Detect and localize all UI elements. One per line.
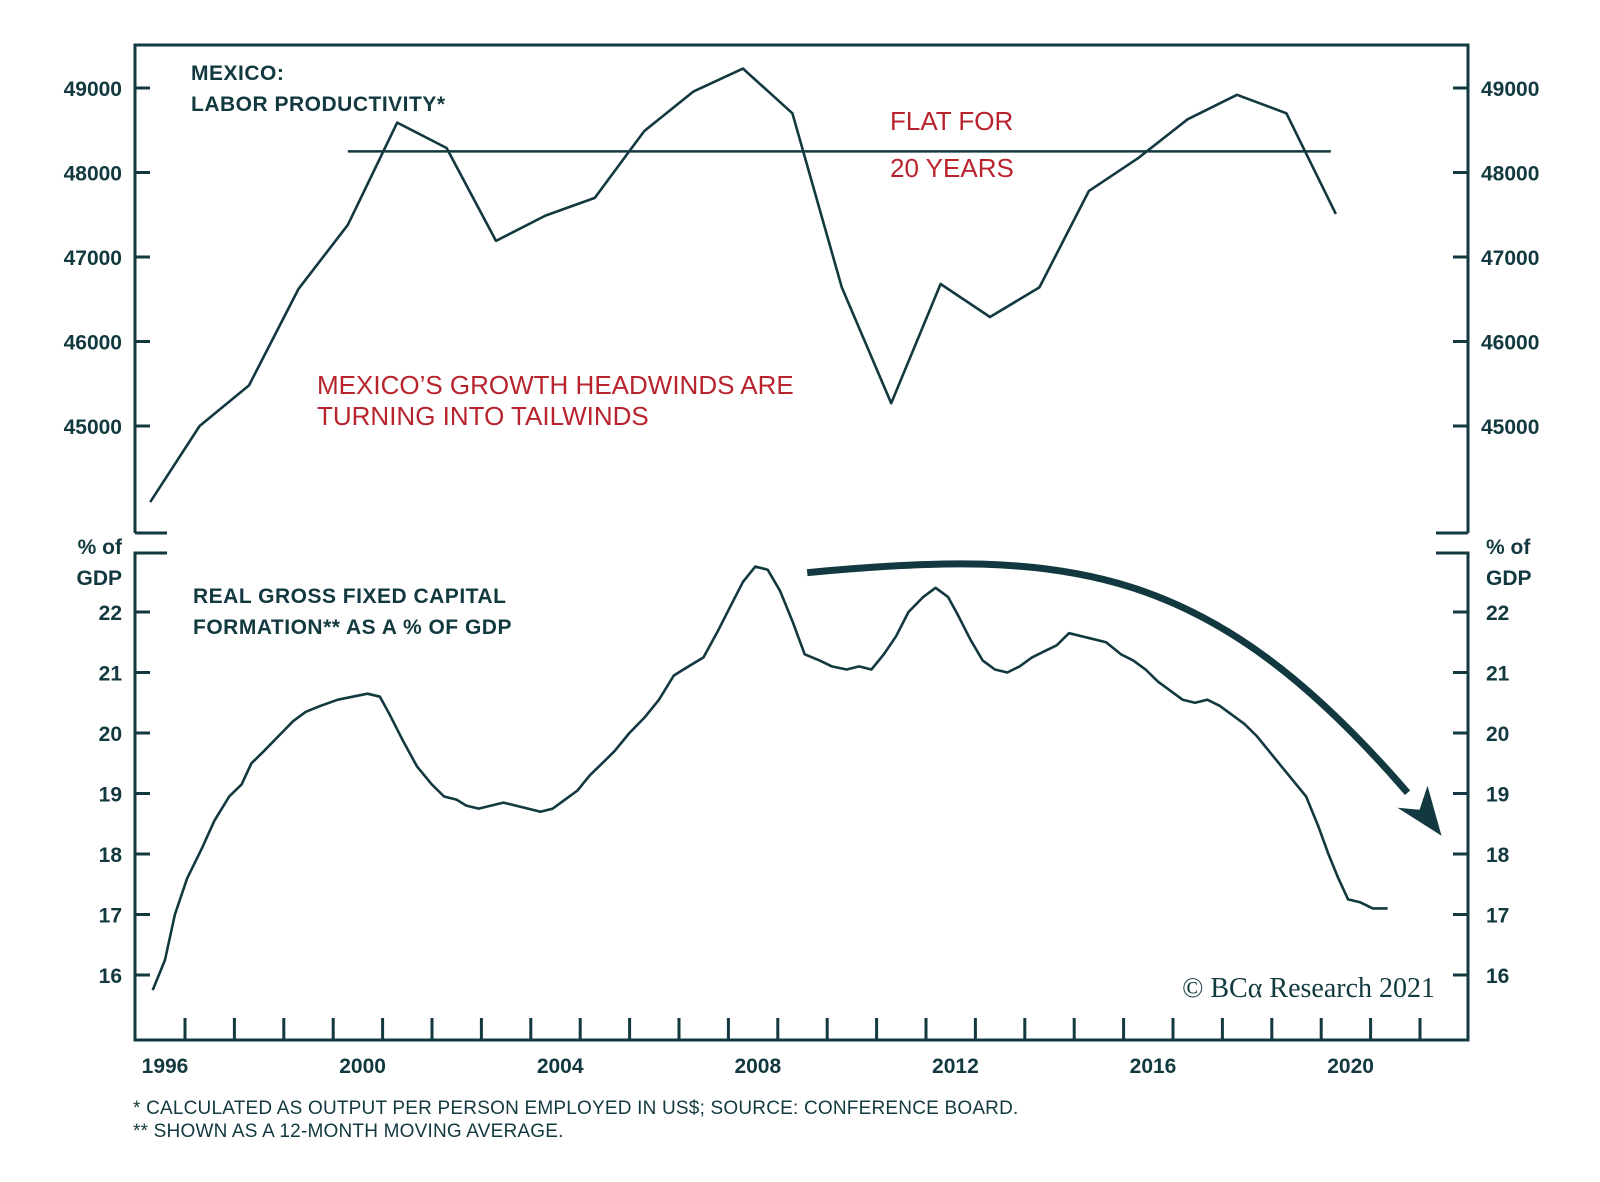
bottom-y-tick-label-right: 17: [1486, 905, 1509, 928]
footnote-2: ** SHOWN AS A 12-MONTH MOVING AVERAGE.: [133, 1121, 564, 1142]
bottom-y-tick-label-right: 19: [1486, 784, 1509, 807]
bottom-panel-title-line2: FORMATION** AS A % OF GDP: [193, 616, 512, 639]
bottom-y-tick-label-left: 17: [99, 905, 122, 928]
bottom-panel-title-line1: REAL GROSS FIXED CAPITAL: [193, 585, 506, 608]
top-y-tick-label-right: 46000: [1481, 332, 1539, 355]
bottom-y-tick-label-right: 22: [1486, 602, 1509, 625]
top-y-tick-label-left: 45000: [64, 416, 122, 439]
x-tick-label: 2012: [932, 1055, 979, 1078]
bottom-y-tick-label-left: 18: [99, 844, 123, 867]
annotation-headwinds-line2: TURNING INTO TAILWINDS: [317, 401, 649, 431]
annotation-headwinds-line1: MEXICO’S GROWTH HEADWINDS ARE: [317, 370, 794, 400]
x-tick-label: 2004: [537, 1055, 584, 1078]
bottom-y-tick-label-right: 20: [1486, 723, 1509, 746]
x-tick-label: 2008: [734, 1055, 781, 1078]
chart-frame: [133, 43, 1470, 1042]
top-panel-title-line2: LABOR PRODUCTIVITY*: [191, 93, 446, 116]
top-y-tick-label-left: 48000: [64, 163, 122, 186]
top-y-tick-label-right: 45000: [1481, 416, 1539, 439]
x-tick-label: 2020: [1327, 1055, 1374, 1078]
top-y-tick-label-right: 49000: [1481, 78, 1539, 101]
trend-arrow-head-icon: [1397, 785, 1442, 836]
x-tick-label: 2016: [1130, 1055, 1177, 1078]
top-y-axis: 45000 45000 46000 46000 47000 47000 48000 48000…: [64, 78, 1540, 439]
top-panel-frame: [133, 43, 1470, 533]
annotation-flat-for: FLAT FOR: [890, 106, 1013, 136]
top-y-tick-label-left: 46000: [64, 332, 122, 355]
bottom-right-ylabel-line1: % of: [1486, 536, 1531, 559]
top-panel-title-line1: MEXICO:: [191, 62, 284, 85]
bottom-y-tick-label-left: 20: [99, 723, 122, 746]
bottom-left-ylabel-line2: GDP: [76, 567, 122, 590]
top-y-tick-label-left: 49000: [64, 78, 122, 101]
bottom-panel-frame: [133, 551, 1470, 1042]
footnote-1: * CALCULATED AS OUTPUT PER PERSON EMPLOY…: [133, 1098, 1019, 1119]
x-tick-label: 2000: [339, 1055, 386, 1078]
trend-arrow-icon: [806, 560, 1411, 796]
bottom-y-tick-label-left: 19: [99, 784, 122, 807]
bottom-y-tick-label-right: 21: [1486, 663, 1510, 686]
gfcf-line: [151, 565, 1388, 991]
bottom-y-tick-label-left: 21: [99, 663, 123, 686]
bottom-right-ylabel-line2: GDP: [1486, 567, 1532, 590]
labor-productivity-line: [149, 67, 1337, 503]
copyright: © BCα Research 2021: [1182, 973, 1435, 1004]
bottom-y-tick-label-left: 22: [99, 602, 122, 625]
top-y-tick-label-right: 47000: [1481, 247, 1539, 270]
annotation-20-years: 20 YEARS: [890, 153, 1014, 183]
x-tick-label: 1996: [142, 1055, 189, 1078]
top-y-tick-label-left: 47000: [64, 247, 122, 270]
x-axis: 1996 2000 2004 2008 2012 2016 2020: [142, 1018, 1422, 1078]
bottom-left-ylabel-line1: % of: [78, 536, 123, 559]
bottom-y-axis: 16 16 17 17 18 18 19 19 20 20 21 21 22 22: [99, 602, 1510, 988]
top-y-tick-label-right: 48000: [1481, 163, 1539, 186]
bottom-y-tick-label-right: 16: [1486, 965, 1509, 988]
bottom-y-tick-label-left: 16: [99, 965, 122, 988]
bottom-y-tick-label-right: 18: [1486, 844, 1510, 867]
